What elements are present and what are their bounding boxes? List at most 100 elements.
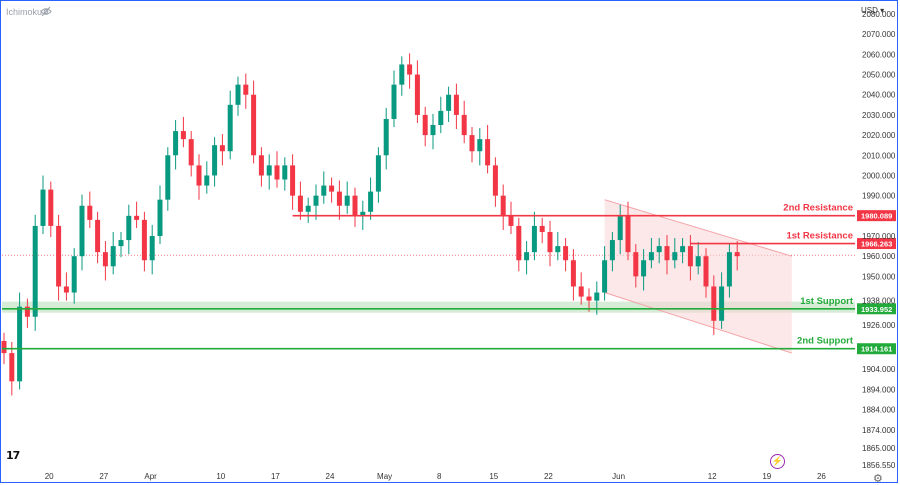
1st-support-tag-value: 1933.952 [861, 305, 892, 314]
currency-label: USD [861, 6, 878, 15]
candle-body [274, 165, 280, 180]
y-tick-label: 2060.000 [862, 50, 896, 59]
channel-lower-line [604, 292, 792, 354]
candle-body [438, 110, 444, 126]
candle-body [32, 225, 38, 317]
candle-body [1, 340, 7, 354]
candle-body [290, 165, 296, 196]
candle-body [180, 131, 186, 140]
2nd-support-label: 2nd Support [797, 336, 854, 347]
y-tick-label: 2010.000 [862, 151, 896, 160]
candle-body [399, 64, 405, 85]
candle-body [648, 252, 654, 261]
candle-body [329, 185, 335, 192]
candle-body [352, 195, 358, 216]
candle-body [24, 306, 30, 317]
candle-body [219, 145, 225, 152]
y-tick-label: 1960.000 [862, 252, 896, 261]
y-tick-label: 2070.000 [862, 30, 896, 39]
candle-body [56, 225, 62, 287]
y-tick-label: 1874.000 [862, 426, 896, 435]
candle-body [391, 84, 397, 119]
candle-body [633, 252, 639, 277]
candle-body [313, 195, 319, 206]
candle-body [165, 155, 171, 200]
candle-body [664, 246, 670, 261]
currency-selector[interactable]: USD ▾ [861, 6, 885, 15]
candle-body [48, 189, 54, 226]
x-tick-label: 19 [762, 472, 771, 481]
candle-body [336, 191, 342, 206]
candle-body [258, 155, 264, 176]
x-tick-label: 15 [489, 472, 498, 481]
x-tick-label: Jun [612, 472, 625, 481]
candle-body [63, 286, 69, 293]
candle-body [297, 195, 303, 212]
candle-body [134, 215, 140, 220]
candle-body [251, 94, 257, 156]
candle-body [102, 252, 108, 267]
candle-body [531, 225, 537, 253]
gear-icon[interactable]: ⚙ [873, 473, 883, 485]
y-tick-label: 1894.000 [862, 385, 896, 394]
indicator-label[interactable]: Ichimoku [6, 7, 43, 17]
candle-body [188, 139, 194, 166]
candle-body [726, 252, 732, 287]
candle-body [695, 256, 701, 267]
y-tick-label: 2000.000 [862, 171, 896, 180]
x-tick-label: 20 [45, 472, 54, 481]
candle-body [71, 256, 77, 293]
eye-icon[interactable] [40, 6, 52, 17]
candles [1, 53, 740, 396]
candle-body [508, 215, 514, 226]
levels: 2nd Resistance 1980.089 1st Resistance 1966… [2, 203, 896, 355]
candle-body [305, 205, 311, 212]
x-tick-label: Apr [144, 472, 157, 481]
candle-body [9, 353, 15, 382]
candle-body [500, 195, 506, 216]
candle-body [141, 219, 147, 261]
candle-body [680, 246, 686, 253]
candle-body [40, 189, 46, 226]
x-tick-label: 24 [326, 472, 335, 481]
descending-channel [604, 199, 792, 354]
x-tick-label: 26 [817, 472, 826, 481]
candle-body [539, 225, 545, 232]
candle-body [227, 104, 233, 152]
y-axis: 1856.550 1865.000 1874.000 1884.000 1894.000… [862, 10, 896, 470]
candle-body [282, 165, 288, 180]
lightning-icon[interactable]: ⚡ [770, 454, 785, 469]
candle-body [422, 114, 428, 136]
x-tick-label: 12 [708, 472, 717, 481]
x-tick-label: 22 [544, 472, 553, 481]
candle-body [149, 236, 155, 261]
candle-body [609, 240, 615, 261]
candle-body [485, 139, 491, 166]
candle-body [570, 260, 576, 287]
candle-body [446, 94, 452, 111]
candle-body [266, 165, 272, 176]
candle-body [360, 211, 366, 216]
y-tick-label: 1938.000 [862, 297, 896, 306]
candle-body [344, 195, 350, 206]
candle-body [212, 145, 218, 176]
candle-body [235, 84, 241, 105]
candle-body [563, 246, 569, 261]
y-tick-label: 2020.000 [862, 131, 896, 140]
candle-body [555, 246, 561, 253]
tradingview-logo: 17 [6, 449, 20, 462]
candle-body [173, 131, 179, 156]
candle-body [594, 292, 600, 301]
candle-body [602, 260, 608, 293]
candle-body [430, 125, 436, 136]
y-tick-label: 1865.000 [862, 444, 896, 453]
2nd-resistance-label: 2nd Resistance [783, 203, 853, 214]
candle-body [407, 64, 413, 75]
candle-body [586, 296, 592, 301]
y-tick-label: 1970.000 [862, 232, 896, 241]
candle-body [469, 135, 475, 152]
1st-resistance-tag [857, 238, 896, 250]
candle-body [578, 286, 584, 297]
candle-body [711, 286, 717, 321]
